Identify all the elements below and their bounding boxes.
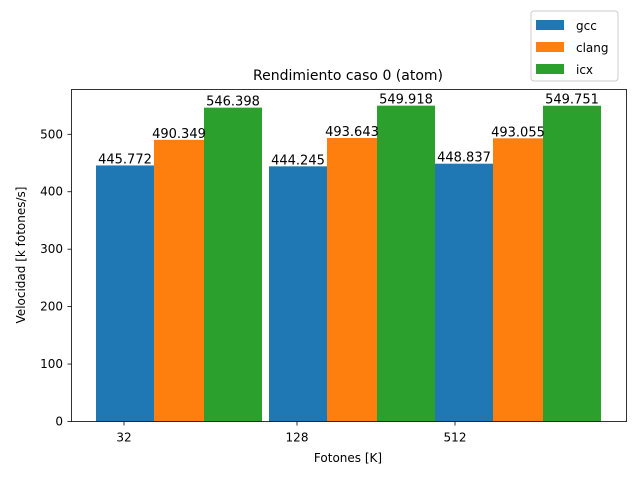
bar-value-label: 490.349 — [152, 127, 206, 142]
bars-group — [96, 105, 601, 422]
bar-clang-128 — [327, 137, 377, 422]
x-tick-label: 32 — [116, 431, 131, 445]
x-tick-label: 512 — [444, 431, 467, 445]
bar-clang-32 — [154, 139, 204, 422]
bar-value-label: 549.918 — [379, 93, 433, 108]
bar-value-label: 445.772 — [98, 152, 152, 167]
y-tick-label: 200 — [40, 300, 63, 314]
y-axis: 0 100 200 300 400 500 — [40, 127, 72, 429]
x-axis-label: Fotones [K] — [314, 451, 382, 465]
legend-swatch-gcc — [536, 20, 564, 30]
y-tick-label: 0 — [55, 415, 63, 429]
legend-label-gcc: gcc — [576, 19, 597, 33]
bar-gcc-512 — [435, 163, 493, 422]
legend-label-clang: clang — [576, 41, 609, 55]
y-tick-label: 300 — [40, 242, 63, 256]
bar-value-label: 549.751 — [545, 93, 599, 108]
legend-label-icx: icx — [576, 63, 593, 77]
legend: gcc clang icx — [530, 10, 619, 82]
bar-value-label: 546.398 — [206, 95, 260, 110]
bar-value-label: 493.055 — [491, 125, 545, 140]
legend-swatch-clang — [536, 42, 564, 52]
bar-value-label: 448.837 — [437, 151, 491, 166]
x-axis: 32 128 512 — [116, 421, 467, 445]
legend-swatch-icx — [536, 64, 564, 74]
bar-clang-512 — [493, 138, 543, 422]
y-tick-label: 400 — [40, 185, 63, 199]
y-tick-label: 500 — [40, 127, 63, 141]
chart-title: Rendimiento caso 0 (atom) — [253, 68, 443, 84]
x-tick-label: 128 — [286, 431, 309, 445]
y-tick-label: 100 — [40, 357, 63, 371]
plot-frame — [71, 89, 627, 422]
bar-value-label: 444.245 — [271, 153, 325, 168]
bar-value-label: 493.643 — [325, 125, 379, 140]
bar-icx-32 — [204, 107, 262, 422]
bar-gcc-32 — [96, 165, 154, 422]
bar-gcc-128 — [269, 166, 327, 422]
bar-icx-128 — [377, 105, 435, 422]
y-axis-label: Velocidad [k fotones/s] — [14, 187, 28, 324]
bar-icx-512 — [543, 105, 601, 422]
